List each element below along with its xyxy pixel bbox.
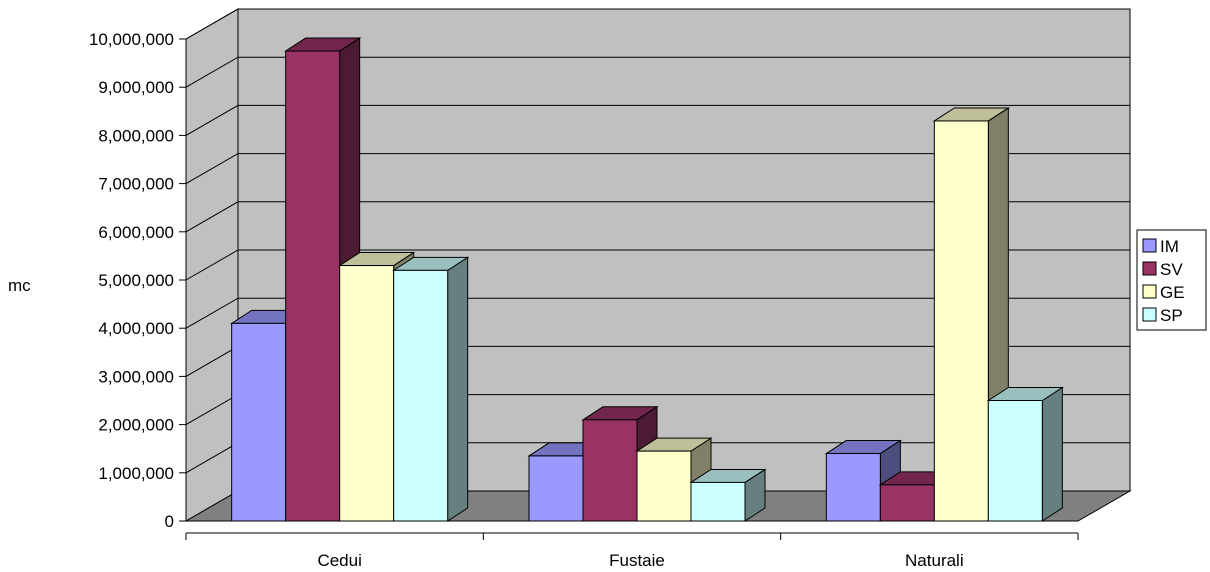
legend-item-im: IM <box>1142 237 1179 256</box>
y-tick-label: 2,000,000 <box>98 416 174 435</box>
legend-item-sv: SV <box>1142 260 1183 279</box>
category-label-fustaie: Fustaie <box>609 551 665 570</box>
legend-swatch <box>1142 261 1157 276</box>
bar-sp-fustaie <box>689 468 767 522</box>
y-tick-label: 3,000,000 <box>98 367 174 386</box>
legend-swatch <box>1142 238 1157 253</box>
legend-swatch <box>1142 284 1157 299</box>
gridline <box>185 104 1130 136</box>
legend-label: GE <box>1160 283 1185 302</box>
bar-im-naturali <box>824 439 903 522</box>
y-tick-label: 7,000,000 <box>98 175 174 194</box>
y-tick-label: 0 <box>165 512 174 531</box>
y-tick-label: 10,000,000 <box>89 30 174 49</box>
legend-item-ge: GE <box>1142 283 1185 302</box>
gridline <box>185 56 1130 88</box>
bars <box>229 37 1065 522</box>
category-axis: Cedui Fustaie Naturali <box>185 532 1079 570</box>
gridline <box>185 249 1130 281</box>
legend-label: SP <box>1160 306 1183 325</box>
value-axis: 0 1,000,000 2,000,000 3,000,000 4,000,000 5,0… <box>89 30 187 531</box>
y-tick-label: 5,000,000 <box>98 271 174 290</box>
y-tick-label: 1,000,000 <box>98 464 174 483</box>
category-label-naturali: Naturali <box>905 551 964 570</box>
y-tick-label: 8,000,000 <box>98 126 174 145</box>
legend-item-sp: SP <box>1142 306 1183 325</box>
bar-sp-cedui <box>391 256 470 522</box>
gridline <box>185 153 1130 185</box>
legend: IM SV GE SP <box>1136 229 1207 331</box>
category-label-cedui: Cedui <box>317 551 361 570</box>
y-tick-label: 6,000,000 <box>98 223 174 242</box>
bar-sp-naturali <box>986 386 1065 522</box>
legend-label: IM <box>1160 237 1179 256</box>
gridline <box>185 297 1130 329</box>
gridline <box>185 8 1130 40</box>
y-tick-label: 9,000,000 <box>98 78 174 97</box>
y-tick-label: 4,000,000 <box>98 319 174 338</box>
legend-swatch <box>1142 307 1157 322</box>
legend-label: SV <box>1160 260 1183 279</box>
y-axis-label: mc <box>8 276 31 295</box>
gridline <box>185 201 1130 233</box>
